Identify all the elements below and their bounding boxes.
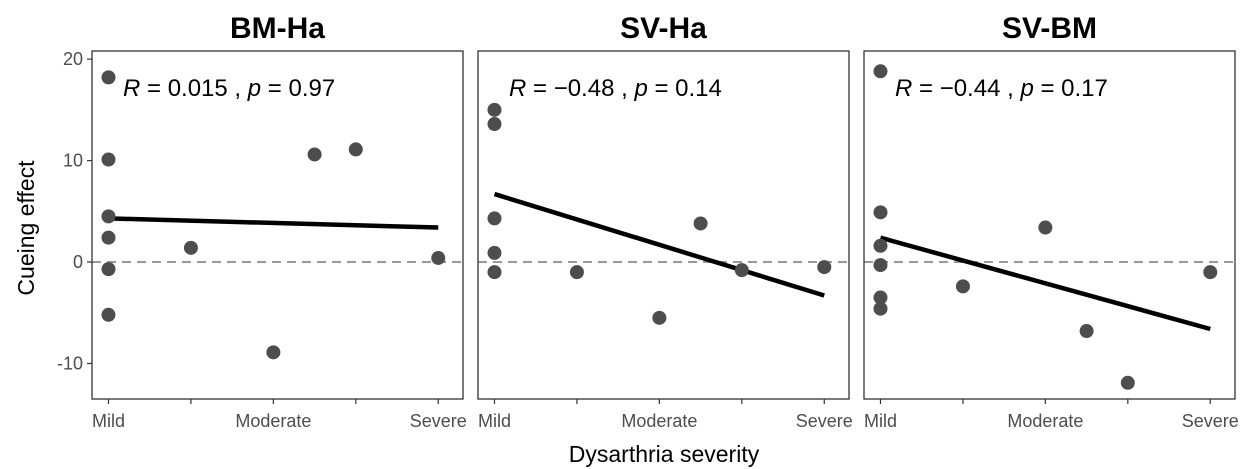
data-point xyxy=(307,147,322,162)
data-point xyxy=(487,117,502,132)
y-tick-label: 20 xyxy=(63,49,83,69)
x-tick-label: Mild xyxy=(864,411,897,431)
panel-title: BM-Ha xyxy=(230,12,325,45)
data-point xyxy=(101,152,116,167)
x-tick-label: Moderate xyxy=(1007,411,1083,431)
y-tick-label: 10 xyxy=(63,151,83,171)
x-tick-label: Mild xyxy=(92,411,125,431)
data-point xyxy=(1079,324,1094,339)
data-point xyxy=(652,310,667,325)
panels-group: BM-Ha R = 0.015 , p = 0.97 Mild Moderate Sev… xyxy=(91,12,1239,431)
correlation-annotation: R = 0.015 , p = 0.97 xyxy=(123,75,335,102)
data-point xyxy=(487,211,502,226)
data-point xyxy=(348,142,363,157)
regression-line xyxy=(108,216,439,230)
data-point xyxy=(569,265,584,280)
data-point xyxy=(101,230,116,245)
data-point xyxy=(693,216,708,231)
data-point xyxy=(873,301,888,316)
x-tick-label: Severe xyxy=(796,411,853,431)
data-point xyxy=(1038,220,1053,235)
panel-bm-ha: BM-Ha R = 0.015 , p = 0.97 Mild Moderate Sev… xyxy=(91,12,467,431)
x-axis-title: Dysarthria severity xyxy=(569,441,760,467)
panel-border xyxy=(863,50,1236,400)
data-point xyxy=(487,265,502,280)
panel-border xyxy=(91,50,464,400)
panel-sv-ha: SV-Ha R = −0.48 , p = 0.14 Mild Moderate Sev… xyxy=(477,12,853,431)
data-point xyxy=(873,290,888,305)
x-tick-label: Mild xyxy=(478,411,511,431)
data-point xyxy=(431,250,446,265)
data-point xyxy=(1203,265,1218,280)
panel-title: SV-Ha xyxy=(620,12,707,45)
data-point xyxy=(101,70,116,85)
data-point xyxy=(873,238,888,253)
data-point xyxy=(873,205,888,220)
data-point xyxy=(101,262,116,277)
data-point xyxy=(266,345,281,360)
data-point xyxy=(101,209,116,224)
y-tick-label: -10 xyxy=(57,353,83,373)
data-point xyxy=(955,279,970,294)
y-axis-title: Cueing effect xyxy=(13,160,39,296)
x-tick-label: Moderate xyxy=(621,411,697,431)
panel-border xyxy=(477,50,850,400)
data-point xyxy=(487,245,502,260)
data-point xyxy=(183,240,198,255)
correlation-annotation: R = −0.44 , p = 0.17 xyxy=(895,75,1108,102)
panel-title: SV-BM xyxy=(1002,12,1097,45)
data-point xyxy=(873,64,888,79)
y-axis: -10 0 10 20 xyxy=(57,49,92,373)
x-tick-label: Severe xyxy=(410,411,467,431)
x-tick-label: Severe xyxy=(1182,411,1239,431)
regression-line xyxy=(493,191,825,298)
correlation-annotation: R = −0.48 , p = 0.14 xyxy=(509,75,722,102)
data-point xyxy=(487,102,502,117)
data-point xyxy=(101,307,116,322)
data-point xyxy=(873,258,888,273)
y-tick-label: 0 xyxy=(73,252,83,272)
x-tick-label: Moderate xyxy=(235,411,311,431)
panel-sv-bm: SV-BM R = −0.44 , p = 0.17 Mild Moderate Sev… xyxy=(863,12,1239,431)
data-point xyxy=(734,263,749,278)
data-point xyxy=(817,260,832,275)
regression-line xyxy=(879,235,1211,332)
data-point xyxy=(1120,375,1135,390)
